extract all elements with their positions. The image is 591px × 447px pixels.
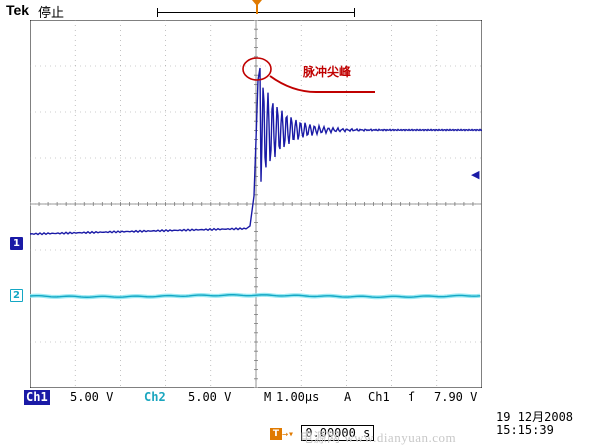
ch1-scale: 5.00 V: [70, 390, 114, 404]
ch2-ground-marker[interactable]: 2: [10, 289, 23, 302]
trigger-slope-icon: ſ: [408, 390, 416, 404]
timebase-prefix: M: [264, 390, 272, 404]
trigger-offset-value: 0.00000: [305, 426, 356, 440]
trigger-source: Ch1: [368, 390, 390, 404]
waveform-display: [30, 20, 482, 388]
ch2-label[interactable]: Ch2: [142, 390, 168, 405]
annotation-leader-line: [269, 75, 375, 93]
trigger-level: 7.90 V: [434, 390, 478, 404]
trigger-offset-unit: s: [363, 426, 371, 440]
watermark: 电源网 www.dianyuan.com: [300, 430, 457, 445]
run-state-label: 停止: [38, 6, 65, 21]
ch1-label[interactable]: Ch1: [24, 390, 50, 405]
status-bar: Ch1 5.00 V Ch2 5.00 V M 1.00µs A Ch1 ſ 7…: [24, 390, 482, 405]
trigger-position-icon: [252, 0, 262, 14]
trigger-offset-readout: T →▾ 0.00000 s: [270, 425, 375, 441]
date-readout: 19 12月2008: [496, 410, 574, 424]
brand-logo: Tek: [6, 2, 30, 18]
trigger-offset-arrow-icon: →▾: [282, 429, 295, 440]
ch2-waveform-core: [30, 294, 481, 298]
trigger-offset-box[interactable]: 0.00000 s: [301, 425, 375, 441]
ch1-waveform: [30, 67, 482, 236]
graticule-center-axes: [30, 20, 482, 388]
trigger-offset-icon: T: [270, 427, 282, 440]
time-readout: 15:15:39: [496, 423, 554, 437]
trigger-mode: A: [344, 390, 352, 404]
ch1-ground-marker[interactable]: 1: [10, 237, 23, 250]
spike-annotation-label: 脉冲尖峰: [303, 65, 352, 79]
trigger-level-arrow[interactable]: ◀: [471, 168, 480, 181]
ch2-scale: 5.00 V: [188, 390, 232, 404]
spike-highlight-circle: [242, 57, 272, 81]
timebase-value: 1.00µs: [276, 390, 320, 404]
